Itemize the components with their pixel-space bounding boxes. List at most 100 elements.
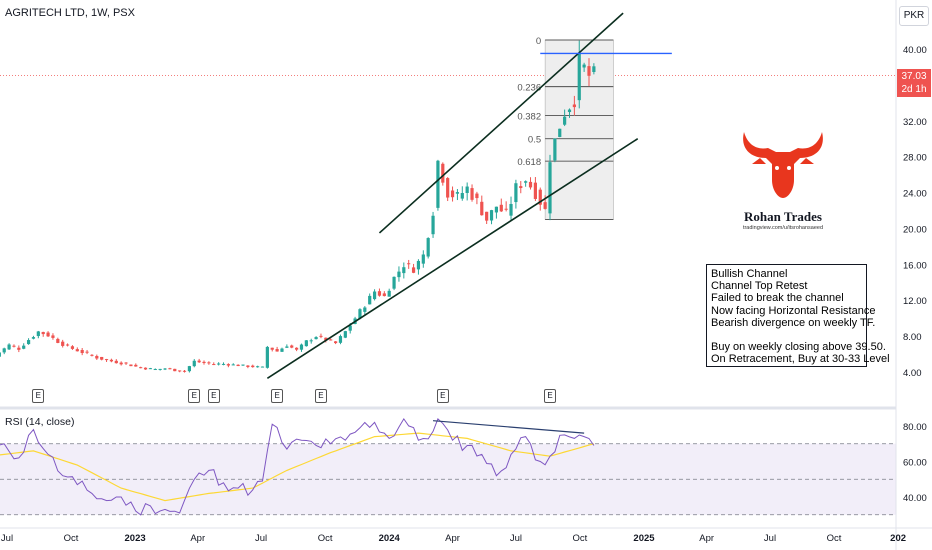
earnings-marker[interactable]: E (314, 389, 327, 403)
candle (56, 338, 60, 343)
earnings-marker[interactable]: E (207, 389, 220, 403)
candle (231, 364, 235, 366)
bar-countdown: 2d 1h (901, 84, 927, 95)
candle (153, 369, 157, 371)
candle (95, 356, 99, 359)
note-line: Bearish divergence on weekly TF. (711, 316, 876, 329)
price-tick-label: 32.00 (903, 117, 927, 128)
candle (314, 337, 318, 340)
rsi-divergence-line (433, 420, 585, 434)
candle (533, 182, 537, 199)
candle (363, 307, 367, 312)
candle (148, 368, 153, 370)
candle (480, 201, 484, 216)
candle (563, 116, 567, 125)
fibonacci-level-label: 0 (536, 36, 541, 47)
candle (0, 352, 1, 357)
candle (494, 206, 499, 213)
candle (558, 128, 562, 137)
note-line: Failed to break the channel (711, 292, 844, 305)
fibonacci-level-label: 0.5 (528, 135, 541, 146)
brand-url: tradingview.com/u/itsrohansaeed (742, 225, 824, 231)
candle (192, 360, 196, 367)
note-line: Buy on weekly closing above 39.50. (711, 341, 886, 354)
candle (85, 351, 89, 353)
candle (587, 66, 591, 76)
candle (358, 309, 362, 319)
candle (202, 361, 206, 364)
candle (65, 344, 70, 346)
candle (499, 204, 503, 212)
candle (134, 364, 138, 367)
fibonacci-level-label: 0.236 (517, 83, 541, 94)
candle (299, 344, 304, 350)
currency-badge[interactable]: PKR (899, 6, 929, 26)
candle (372, 291, 377, 300)
time-tick-label: Oct (573, 533, 588, 544)
candle (509, 203, 513, 216)
candle (577, 53, 581, 101)
candle (100, 356, 104, 360)
earnings-marker[interactable]: E (32, 389, 45, 403)
candle (197, 360, 201, 363)
candle (592, 66, 596, 72)
candle (567, 109, 572, 113)
candle (450, 190, 455, 198)
candle (548, 162, 552, 214)
candle (426, 238, 430, 257)
candle (221, 363, 226, 365)
candle (333, 341, 338, 344)
rsi-tick-label: 40.00 (903, 493, 927, 504)
earnings-marker[interactable]: E (436, 389, 449, 403)
time-tick-label: Apr (699, 533, 714, 544)
candle (295, 347, 299, 350)
candle (163, 368, 167, 370)
candle (187, 366, 191, 372)
candle (168, 368, 172, 370)
candle (465, 186, 469, 193)
candle (124, 362, 128, 364)
fibonacci-level-label: 0.382 (517, 111, 541, 122)
candle (416, 260, 421, 270)
rsi-tick-label: 60.00 (903, 458, 927, 469)
candle (407, 263, 411, 265)
candle (217, 363, 221, 365)
earnings-marker[interactable]: E (271, 389, 284, 403)
rsi-label: RSI (14, close) (5, 416, 75, 428)
last-price-tag: 37.03 2d 1h (897, 69, 931, 97)
price-tick-label: 16.00 (903, 260, 927, 271)
time-tick-label: Oct (827, 533, 842, 544)
candle (572, 104, 576, 108)
candle (543, 202, 547, 209)
candle (538, 189, 542, 205)
price-tick-label: 4.00 (903, 368, 922, 379)
candle (31, 337, 36, 339)
candle (411, 267, 416, 273)
earnings-marker[interactable]: E (544, 389, 556, 403)
candle (377, 291, 382, 296)
candle (485, 211, 489, 221)
candle (12, 345, 16, 347)
candle (290, 345, 294, 348)
fibonacci-level-label: 0.618 (517, 157, 541, 168)
candle (251, 365, 255, 368)
candle (17, 347, 21, 350)
candle (285, 346, 289, 348)
candle (226, 364, 230, 366)
candle (524, 181, 528, 183)
candle (75, 349, 79, 352)
candle (41, 331, 45, 335)
candle (582, 64, 586, 68)
earnings-marker[interactable]: E (188, 389, 201, 403)
candle (431, 215, 435, 235)
candle (348, 325, 352, 331)
candle (392, 276, 396, 289)
note-line (711, 329, 862, 341)
candle (61, 341, 65, 346)
candle (553, 138, 557, 161)
price-tick-label: 12.00 (903, 296, 927, 307)
time-tick-label: Jul (255, 533, 267, 544)
candle (397, 271, 401, 278)
channel-upper-line (378, 12, 624, 234)
candle (7, 344, 11, 350)
